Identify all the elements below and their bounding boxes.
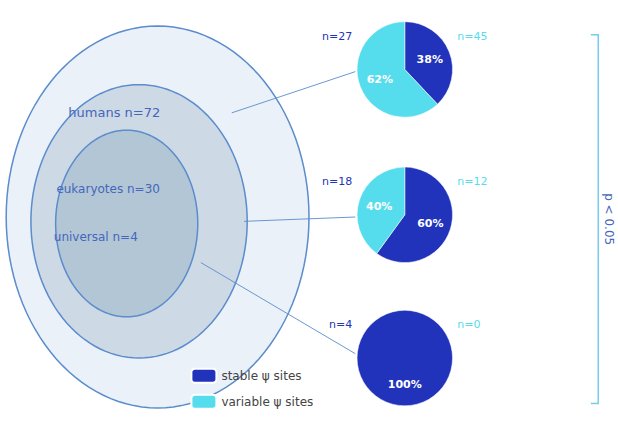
- svg-text:variable ψ sites: variable ψ sites: [221, 395, 313, 409]
- svg-text:n=12: n=12: [457, 175, 487, 188]
- svg-text:humans n=72: humans n=72: [68, 105, 160, 120]
- svg-text:n=45: n=45: [457, 30, 487, 43]
- svg-text:n=0: n=0: [457, 318, 480, 331]
- svg-text:40%: 40%: [366, 200, 392, 213]
- svg-text:60%: 60%: [417, 217, 443, 230]
- svg-text:eukaryotes n=30: eukaryotes n=30: [56, 182, 160, 196]
- svg-text:stable ψ sites: stable ψ sites: [221, 369, 301, 383]
- svg-text:n=4: n=4: [329, 318, 352, 331]
- svg-text:universal n=4: universal n=4: [54, 230, 138, 244]
- svg-text:n=27: n=27: [322, 30, 352, 43]
- svg-text:n=18: n=18: [322, 175, 352, 188]
- svg-text:38%: 38%: [417, 53, 443, 66]
- svg-text:100%: 100%: [388, 378, 422, 391]
- svg-text:p < 0.05: p < 0.05: [602, 193, 616, 245]
- svg-text:62%: 62%: [367, 73, 393, 86]
